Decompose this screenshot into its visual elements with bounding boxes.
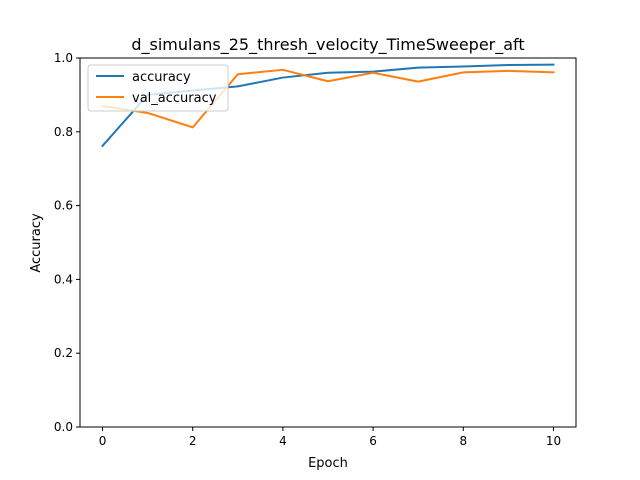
- chart-title: d_simulans_25_thresh_velocity_TimeSweepe…: [131, 35, 524, 55]
- y-axis-label: Accuracy: [29, 213, 44, 273]
- x-tick-label: 10: [546, 434, 561, 448]
- y-tick-label: 0.4: [54, 272, 73, 286]
- plot-frame: [79, 57, 577, 428]
- y-tick-label: 0.8: [54, 125, 73, 139]
- x-tick-label: 0: [99, 434, 107, 448]
- legend-label-val_accuracy: val_accuracy: [132, 91, 217, 106]
- x-tick-label: 8: [459, 434, 467, 448]
- plot-area: accuracy val_accuracy 0 2 4 6 8 10 0.0 0.2 0.4 0.6 0…: [54, 51, 577, 448]
- x-tick-label: 6: [369, 434, 377, 448]
- legend-label-accuracy: accuracy: [132, 70, 191, 85]
- y-tick-label: 0.2: [54, 346, 73, 360]
- x-tick-label: 2: [189, 434, 197, 448]
- y-tick-label: 0.6: [54, 199, 73, 213]
- y-tick-label: 1.0: [54, 51, 73, 65]
- series-line-val_accuracy: [101, 68, 555, 129]
- y-tick-label: 0.0: [54, 420, 73, 434]
- x-axis-label: Epoch: [308, 456, 348, 471]
- x-tick-label: 4: [279, 434, 287, 448]
